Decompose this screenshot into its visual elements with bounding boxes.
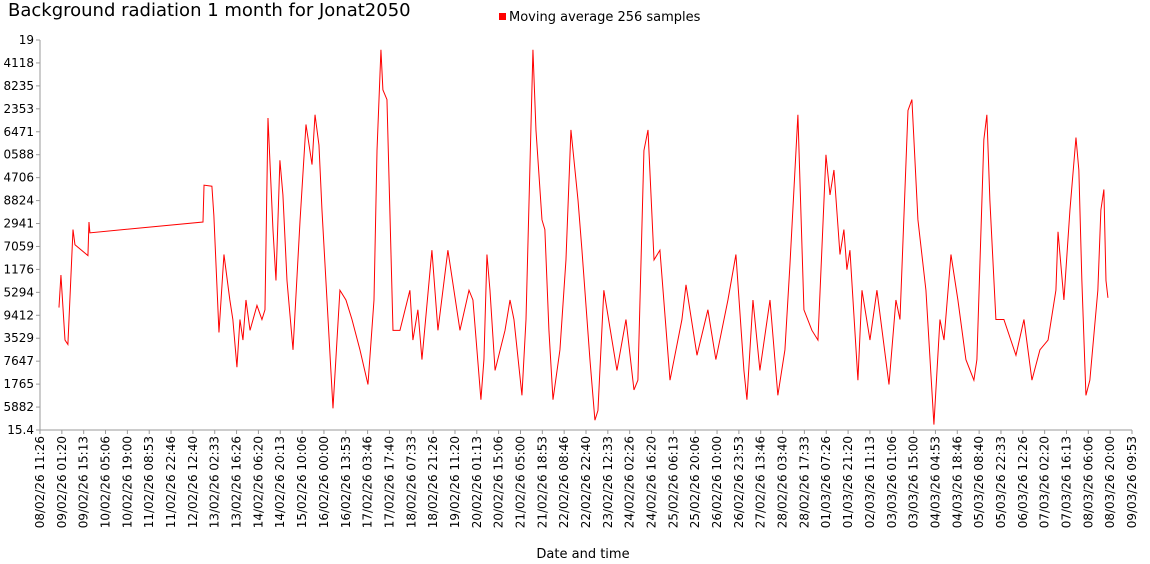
- x-tick-label: 17/02/26 03:46: [361, 436, 375, 528]
- y-tick-label: 4706: [3, 171, 34, 185]
- x-tick-label: 11/02/26 22:46: [164, 436, 178, 528]
- x-tick-label: 10/02/26 19:00: [120, 436, 134, 528]
- x-tick-label: 08/02/26 11:26: [33, 436, 47, 528]
- x-tick-label: 03/03/26 01:06: [885, 436, 899, 528]
- x-tick-label: 08/03/26 20:00: [1103, 436, 1117, 528]
- y-tick-label: 1765: [3, 377, 34, 391]
- x-tick-label: 20/02/26 01:13: [470, 436, 484, 528]
- x-tick-label: 13/02/26 16:26: [230, 436, 244, 528]
- y-tick-label: 5294: [3, 285, 34, 299]
- y-tick-label: 2353: [3, 102, 34, 116]
- x-tick-label: 05/03/26 22:33: [994, 436, 1008, 528]
- y-tick-label: 1176: [3, 262, 34, 276]
- x-tick-label: 21/02/26 05:00: [513, 436, 527, 528]
- x-tick-label: 28/02/26 17:33: [797, 436, 811, 528]
- legend-swatch: [499, 13, 506, 20]
- x-tick-label: 11/02/26 08:53: [142, 436, 156, 528]
- x-tick-label: 07/03/26 16:13: [1059, 436, 1073, 528]
- x-tick-label: 04/03/26 04:53: [928, 436, 942, 528]
- y-tick-label: 0588: [3, 148, 34, 162]
- x-tick-label: 05/03/26 08:40: [972, 436, 986, 528]
- x-tick-label: 25/02/26 20:06: [688, 436, 702, 528]
- x-tick-label: 09/02/26 15:13: [77, 436, 91, 528]
- x-tick-label: 28/02/26 03:40: [776, 436, 790, 528]
- x-axis-title: Date and time: [536, 547, 629, 560]
- x-tick-label: 19/02/26 11:20: [448, 436, 462, 528]
- y-tick-label: 9412: [3, 308, 34, 322]
- x-tick-label: 18/02/26 07:33: [404, 436, 418, 528]
- x-tick-label: 27/02/26 13:46: [754, 436, 768, 528]
- x-tick-label: 20/02/26 15:06: [492, 436, 506, 528]
- legend-label: Moving average 256 samples: [509, 10, 701, 25]
- x-tick-label: 24/02/26 02:26: [623, 436, 637, 528]
- x-tick-label: 21/02/26 18:53: [535, 436, 549, 528]
- x-tick-label: 12/02/26 12:40: [186, 436, 200, 528]
- x-tick-label: 10/02/26 05:06: [99, 436, 113, 528]
- x-tick-label: 15/02/26 10:06: [295, 436, 309, 528]
- y-tick-label: 8235: [3, 79, 34, 93]
- y-tick-label: 3529: [3, 331, 34, 345]
- y-tick-label: 5882: [3, 400, 34, 414]
- y-tick-label: 4118: [3, 56, 34, 70]
- data-line: [58, 49, 1109, 425]
- x-tick-label: 09/02/26 01:20: [55, 436, 69, 528]
- chart-title: Background radiation 1 month for Jonat20…: [8, 0, 411, 21]
- y-tick-label: 6471: [3, 125, 34, 139]
- x-tick-label: 16/02/26 13:53: [339, 436, 353, 528]
- x-tick-label: 03/03/26 15:00: [907, 436, 921, 528]
- y-tick-label: 8824: [3, 194, 34, 208]
- y-tick-label: 7647: [3, 354, 34, 368]
- x-tick-label: 13/02/26 02:33: [208, 436, 222, 528]
- x-tick-label: 22/02/26 22:40: [579, 436, 593, 528]
- x-tick-label: 14/02/26 06:20: [251, 436, 265, 528]
- x-tick-label: 18/02/26 21:26: [426, 436, 440, 528]
- y-tick-label: 19: [19, 33, 34, 47]
- y-tick-label: 7059: [3, 239, 34, 253]
- x-tick-label: 07/03/26 02:20: [1038, 436, 1052, 528]
- x-tick-label: 24/02/26 16:20: [645, 436, 659, 528]
- x-tick-label: 17/02/26 17:40: [382, 436, 396, 528]
- x-tick-label: 25/02/26 06:13: [666, 436, 680, 528]
- x-tick-label: 16/02/26 00:00: [317, 436, 331, 528]
- x-tick-label: 09/03/26 09:53: [1125, 436, 1139, 528]
- x-tick-label: 06/03/26 12:26: [1016, 436, 1030, 528]
- x-tick-label: 22/02/26 08:46: [557, 436, 571, 528]
- y-tick-label: 15.4: [7, 423, 34, 437]
- x-tick-label: 26/02/26 10:00: [710, 436, 724, 528]
- x-tick-label: 04/03/26 18:46: [950, 436, 964, 528]
- x-tick-label: 26/02/26 23:53: [732, 436, 746, 528]
- y-tick-label: 2941: [3, 217, 34, 231]
- x-tick-label: 08/03/26 06:06: [1081, 436, 1095, 528]
- x-tick-label: 01/03/26 07:26: [819, 436, 833, 528]
- x-tick-label: 02/03/26 11:13: [863, 436, 877, 528]
- x-tick-label: 01/03/26 21:20: [841, 436, 855, 528]
- x-tick-label: 14/02/26 20:13: [273, 436, 287, 528]
- x-tick-label: 23/02/26 12:33: [601, 436, 615, 528]
